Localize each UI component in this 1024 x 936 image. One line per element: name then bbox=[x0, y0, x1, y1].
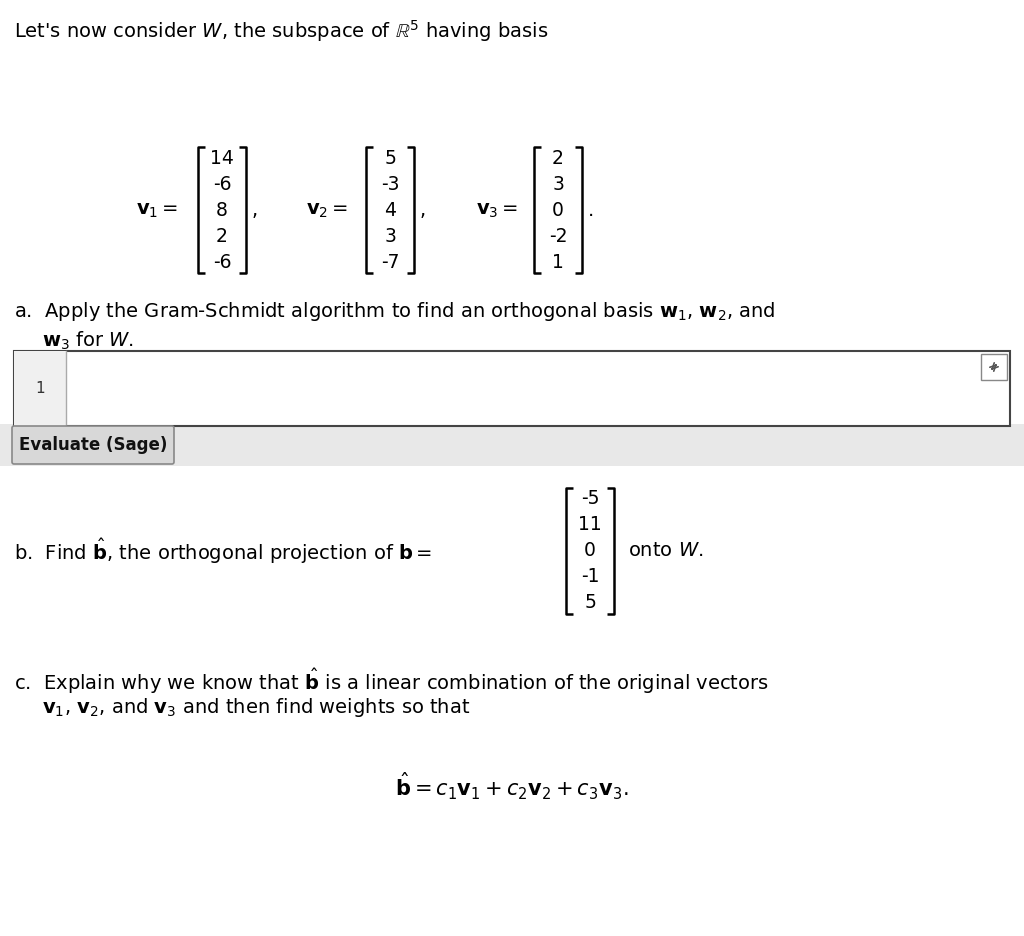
Text: Evaluate (Sage): Evaluate (Sage) bbox=[18, 436, 167, 454]
Text: -2: -2 bbox=[549, 227, 567, 245]
Text: 5: 5 bbox=[584, 593, 596, 612]
Text: 1: 1 bbox=[35, 381, 45, 396]
FancyBboxPatch shape bbox=[12, 426, 174, 464]
Text: 5: 5 bbox=[384, 149, 396, 168]
Bar bbox=[14, 351, 66, 426]
Text: b.  Find $\hat{\mathbf{b}}$, the orthogonal projection of $\mathbf{b} =$: b. Find $\hat{\mathbf{b}}$, the orthogon… bbox=[14, 536, 432, 566]
Text: -1: -1 bbox=[581, 567, 599, 587]
Text: $\hat{\mathbf{b}} = c_1\mathbf{v}_1 + c_2\mathbf{v}_2 + c_3\mathbf{v}_3.$: $\hat{\mathbf{b}} = c_1\mathbf{v}_1 + c_… bbox=[395, 771, 629, 802]
Text: 2: 2 bbox=[216, 227, 228, 245]
Text: $\mathbf{v}_1$, $\mathbf{v}_2$, and $\mathbf{v}_3$ and then find weights so that: $\mathbf{v}_1$, $\mathbf{v}_2$, and $\ma… bbox=[42, 696, 470, 719]
Text: 2: 2 bbox=[552, 149, 564, 168]
Bar bbox=[14, 351, 1010, 426]
Text: 3: 3 bbox=[552, 174, 564, 194]
Text: Let's now consider $W$, the subspace of $\mathbb{R}^5$ having basis: Let's now consider $W$, the subspace of … bbox=[14, 18, 548, 44]
Text: -6: -6 bbox=[213, 253, 231, 271]
Text: $\mathbf{v}_2 =$: $\mathbf{v}_2 =$ bbox=[306, 200, 348, 220]
Bar bbox=[0, 424, 1024, 466]
Text: 4: 4 bbox=[384, 200, 396, 220]
Text: 11: 11 bbox=[579, 516, 602, 534]
Text: -6: -6 bbox=[213, 174, 231, 194]
Text: 1: 1 bbox=[552, 253, 564, 271]
Text: -5: -5 bbox=[581, 490, 599, 508]
Text: -3: -3 bbox=[381, 174, 399, 194]
Text: 0: 0 bbox=[552, 200, 564, 220]
Text: $\mathbf{w}_3$ for $W$.: $\mathbf{w}_3$ for $W$. bbox=[42, 330, 134, 352]
Text: onto $W$.: onto $W$. bbox=[628, 542, 703, 561]
Text: 14: 14 bbox=[210, 149, 233, 168]
Text: .: . bbox=[588, 200, 594, 220]
Text: 3: 3 bbox=[384, 227, 396, 245]
Text: a.  Apply the Gram-Schmidt algorithm to find an orthogonal basis $\mathbf{w}_1$,: a. Apply the Gram-Schmidt algorithm to f… bbox=[14, 300, 775, 323]
Text: ,: , bbox=[420, 200, 426, 220]
Text: $\mathbf{v}_1 =$: $\mathbf{v}_1 =$ bbox=[136, 200, 178, 220]
Text: 0: 0 bbox=[584, 542, 596, 561]
Text: ,: , bbox=[252, 200, 258, 220]
Text: -7: -7 bbox=[381, 253, 399, 271]
Text: c.  Explain why we know that $\hat{\mathbf{b}}$ is a linear combination of the o: c. Explain why we know that $\hat{\mathb… bbox=[14, 666, 769, 696]
Text: 8: 8 bbox=[216, 200, 228, 220]
Bar bbox=[981, 354, 1007, 380]
Text: $\mathbf{v}_3 =$: $\mathbf{v}_3 =$ bbox=[476, 200, 518, 220]
